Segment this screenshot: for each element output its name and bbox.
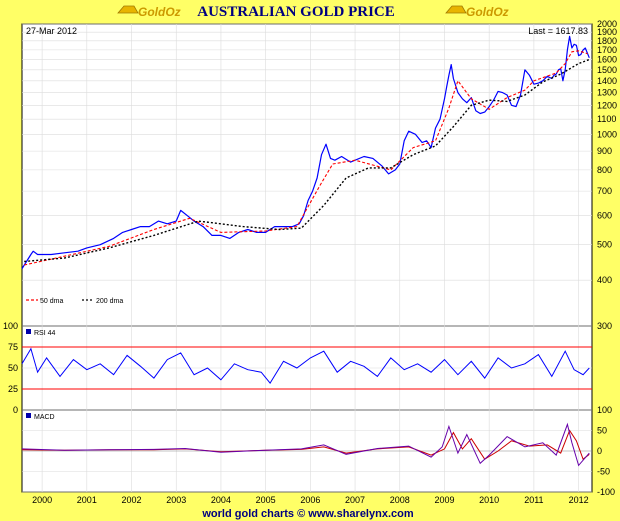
rsi-line	[21, 347, 590, 384]
price-tick-label: 800	[597, 165, 612, 175]
gold-bar-icon	[445, 5, 467, 14]
price-tick-label: 400	[597, 275, 612, 285]
price-panel	[21, 23, 593, 327]
rsi-tick-label: 25	[8, 384, 18, 394]
price-line	[21, 35, 590, 270]
x-tick-label: 2009	[434, 495, 454, 505]
macd-tick-label: 0	[597, 446, 602, 456]
rsi-tick-label: 75	[8, 342, 18, 352]
rsi-tick-label: 50	[8, 363, 18, 373]
legend: 50 dma 200 dma	[26, 298, 123, 305]
rsi-tick-label: 0	[13, 405, 18, 415]
x-tick-label: 2012	[569, 495, 589, 505]
logo-right-text: GoldOz	[466, 5, 509, 19]
price-tick-label: 600	[597, 211, 612, 221]
footer-credit: world gold charts © www.sharelynx.com	[201, 508, 413, 520]
x-tick-label: 2000	[32, 495, 52, 505]
price-tick-label: 700	[597, 186, 612, 196]
x-tick-label: 2010	[479, 495, 499, 505]
price-tick-label: 500	[597, 240, 612, 250]
date-label: 27-Mar 2012	[26, 26, 77, 36]
price-tick-label: 1300	[597, 88, 617, 98]
price-tick-label: 1100	[597, 114, 616, 124]
page-title: AUSTRALIAN GOLD PRICE	[197, 4, 395, 20]
rsi-label: RSI 44	[34, 330, 56, 337]
ma200-line	[24, 58, 590, 263]
macd-tick-label: 100	[597, 405, 612, 415]
macd-tick-label: 50	[597, 426, 607, 436]
price-tick-label: 1400	[597, 76, 617, 86]
price-tick-label: 1800	[597, 36, 617, 46]
macd-tick-label: -50	[597, 467, 610, 477]
price-tick-label: 1000	[597, 129, 617, 139]
price-tick-label: 900	[597, 146, 612, 156]
legend-50dma-label: 50 dma	[40, 298, 63, 305]
price-tick-label: 1600	[597, 55, 617, 65]
legend-200dma-label: 200 dma	[96, 298, 123, 305]
x-tick-label: 2011	[524, 495, 543, 505]
gold-bar-icon	[117, 5, 139, 14]
macd-tick-label: -100	[597, 487, 615, 497]
logo-left: GoldOz	[117, 5, 181, 19]
price-tick-label: 1200	[597, 100, 617, 110]
price-tick-label: 1500	[597, 65, 617, 75]
axis-ticks: 2000 2001 2002 2003 2004 2005 2006 2007 2008 2009…	[3, 19, 617, 505]
x-tick-label: 2008	[390, 495, 410, 505]
price-tick-label: 300	[597, 321, 612, 331]
last-price-label: Last = 1617.83	[528, 26, 588, 36]
macd-label: MACD	[34, 414, 55, 421]
price-tick-label: 1900	[597, 27, 617, 37]
price-tick-label: 2000	[597, 19, 617, 29]
x-tick-label: 2001	[77, 495, 97, 505]
x-tick-label: 2007	[345, 495, 365, 505]
rsi-legend-swatch	[26, 329, 31, 334]
x-tick-label: 2004	[211, 495, 231, 505]
price-tick-label: 1700	[597, 45, 617, 55]
logo-left-text: GoldOz	[138, 5, 181, 19]
ma50-line	[24, 50, 588, 266]
x-tick-label: 2006	[300, 495, 320, 505]
x-tick-label: 2005	[256, 495, 276, 505]
rsi-tick-label: 100	[3, 321, 18, 331]
logo-right: GoldOz	[445, 5, 509, 19]
x-tick-label: 2003	[166, 495, 186, 505]
macd-line	[21, 422, 590, 467]
series-lines	[21, 35, 590, 467]
macd-legend-swatch	[26, 413, 31, 418]
x-tick-label: 2002	[122, 495, 142, 505]
